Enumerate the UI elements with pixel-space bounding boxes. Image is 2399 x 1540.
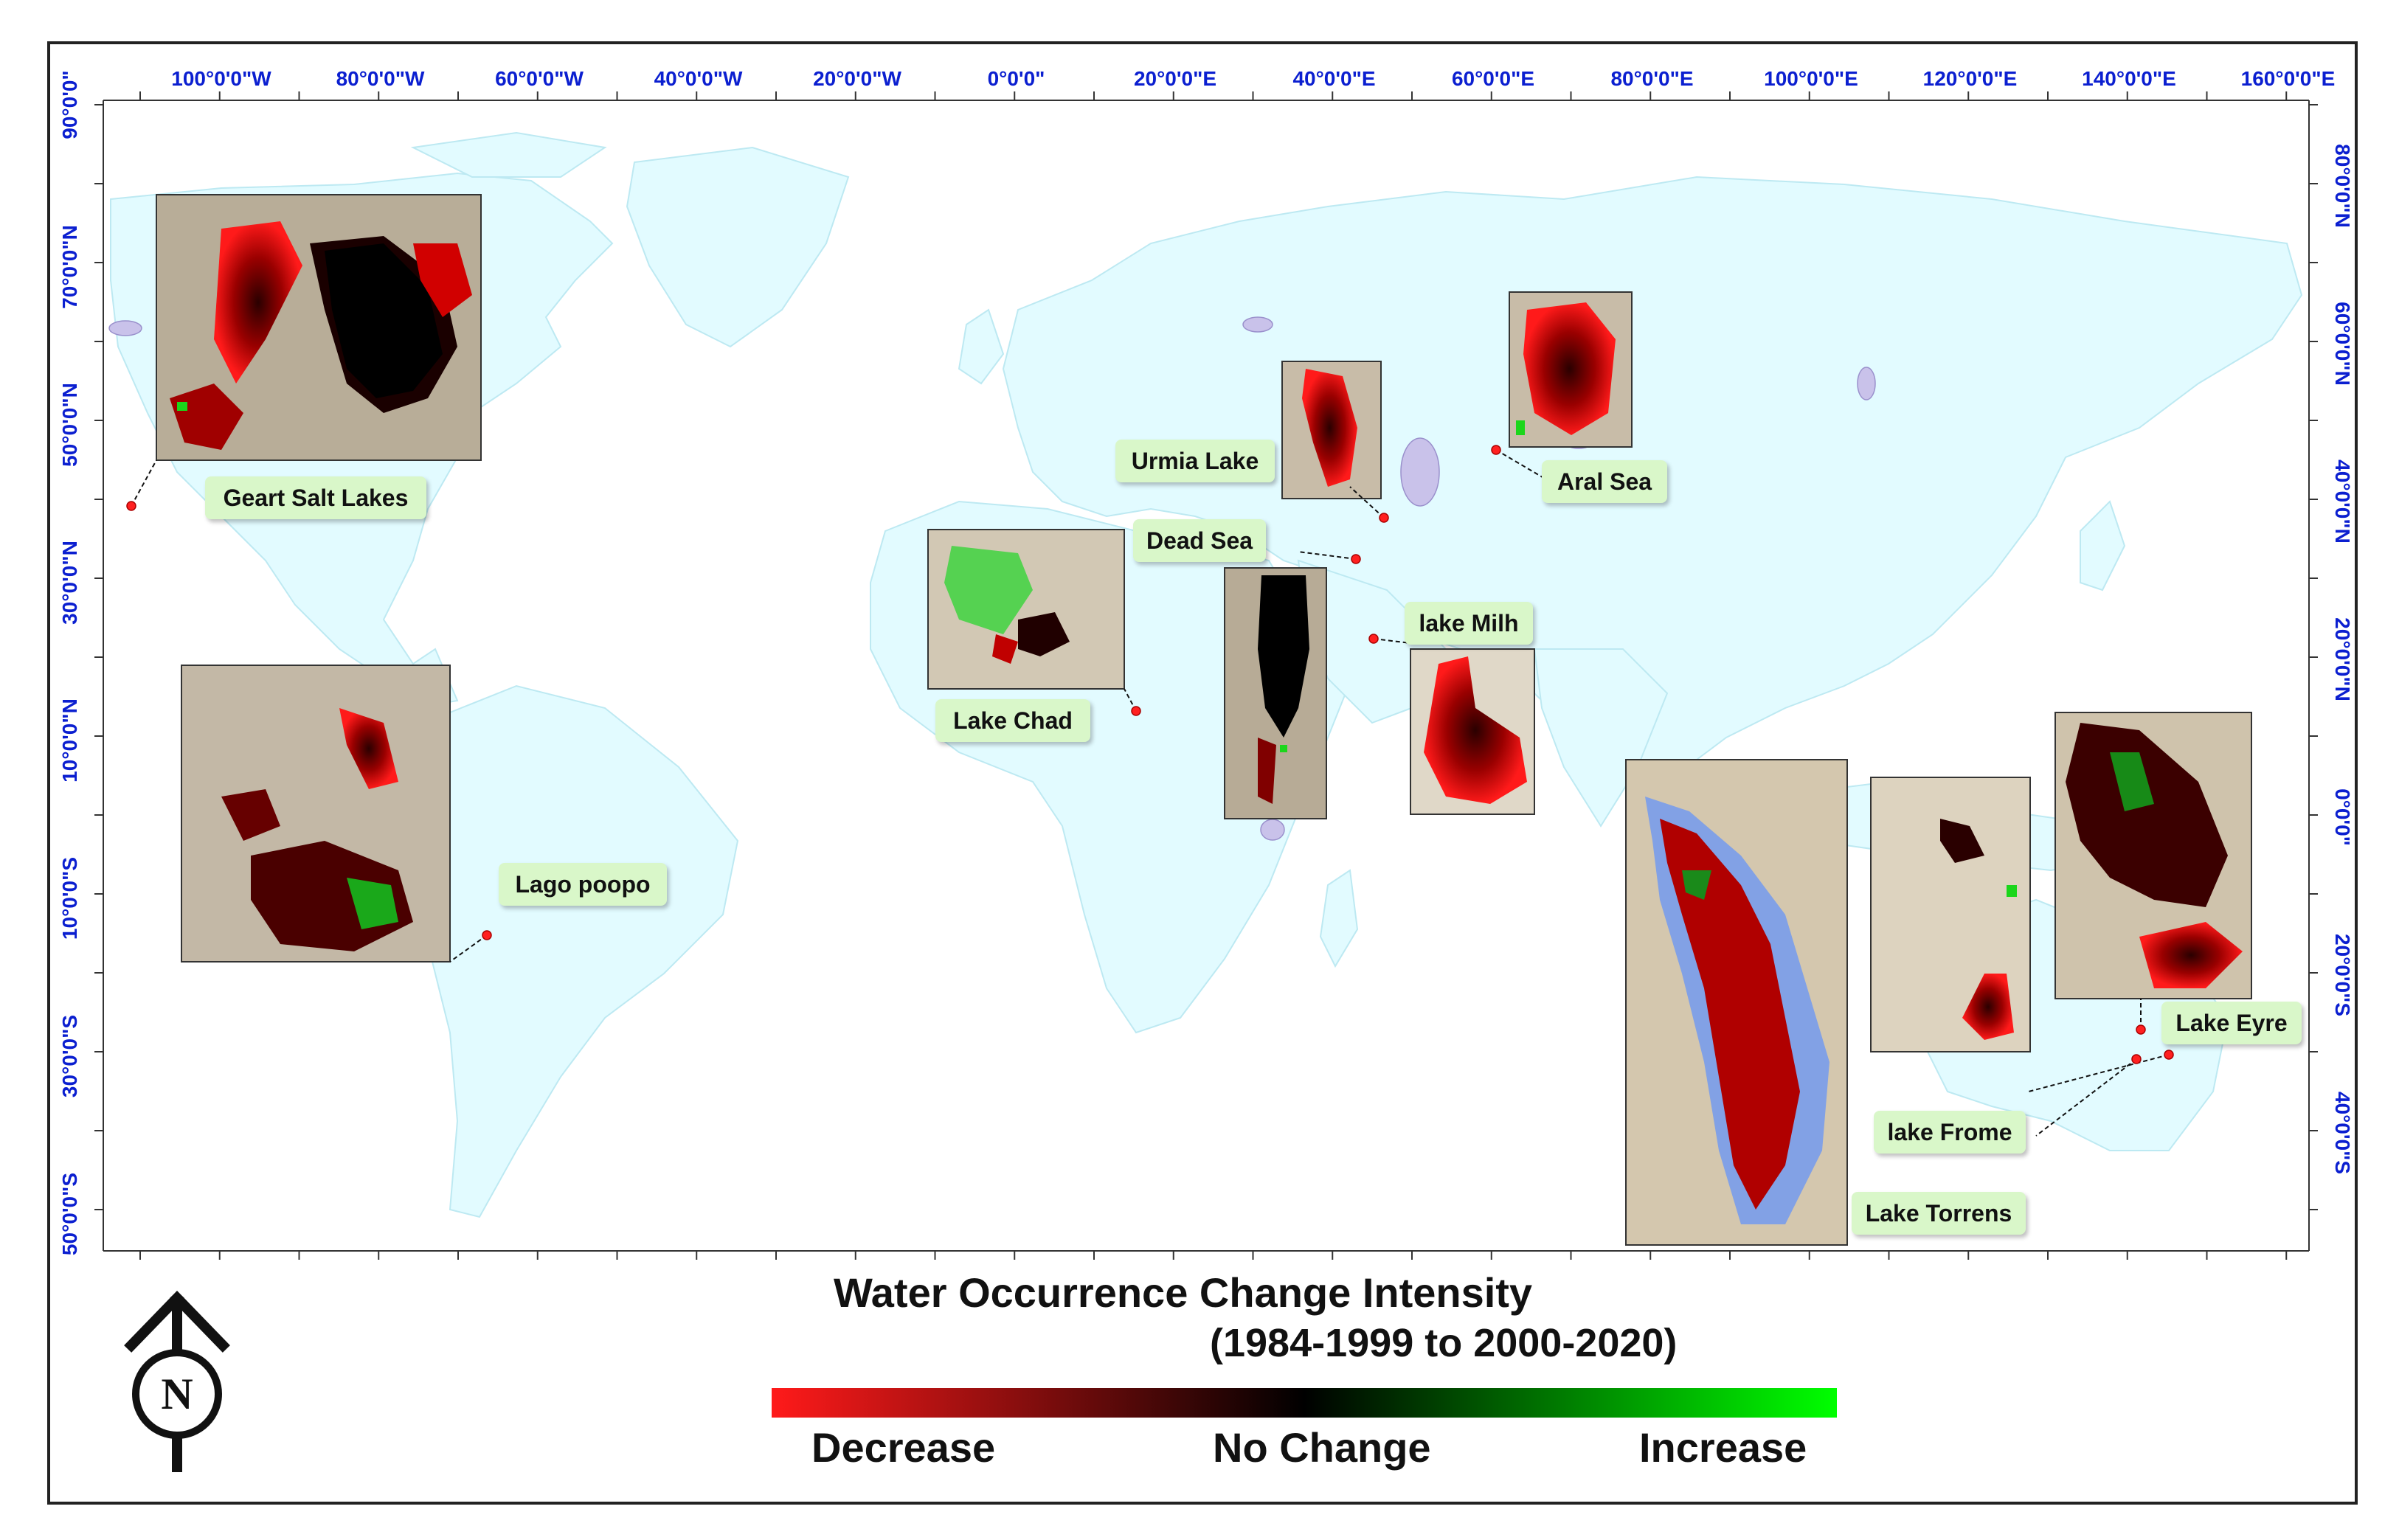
lake-baikal	[1857, 367, 1876, 400]
longitude-label: 80°0'0"E	[1610, 67, 1693, 90]
longitude-label: 160°0'0"E	[2241, 67, 2336, 90]
callout-label: Aral Sea	[1557, 468, 1652, 495]
longitude-label: 0°0'0"	[988, 67, 1045, 90]
callout-label: Urmia Lake	[1131, 447, 1259, 474]
latitude-label-right: 0°0'0"	[2331, 788, 2354, 846]
callout-label: Lake Chad	[953, 707, 1073, 734]
inset-urmia	[1281, 361, 1382, 499]
latitude-label-right: 40°0'0"N	[2331, 459, 2354, 544]
marker-lake-milh	[1368, 634, 1379, 644]
longitude-label: 140°0'0"E	[2082, 67, 2176, 90]
longitude-label: 80°0'0"W	[336, 67, 425, 90]
latitude-label-right: 20°0'0"S	[2331, 934, 2354, 1016]
inset-lago-poopo	[181, 665, 451, 962]
callout-lake-torrens: Lake Torrens	[1852, 1192, 2026, 1235]
marker-lago-poopo	[482, 930, 492, 940]
latitude-label-left: 30°0'0"N	[58, 541, 81, 625]
marker-geart-salt-lakes	[126, 501, 136, 511]
latitude-label-right: 60°0'0"N	[2331, 302, 2354, 386]
callout-label: Lake Torrens	[1865, 1199, 2012, 1227]
marker-lake-chad	[1131, 706, 1141, 716]
latitude-label-left: 50°0'0"S	[58, 1173, 81, 1255]
latitude-label-left: 70°0'0"N	[58, 225, 81, 309]
inset-lake-eyre	[2054, 712, 2252, 999]
callout-dead-sea: Dead Sea	[1133, 519, 1266, 562]
latitude-label-right: 40°0'0"S	[2331, 1092, 2354, 1174]
longitude-label: 60°0'0"W	[495, 67, 584, 90]
callout-label: lake Milh	[1419, 609, 1519, 637]
india	[1533, 648, 1669, 828]
axis-ticks	[94, 91, 2318, 1260]
longitude-label: 20°0'0"W	[813, 67, 901, 90]
longitude-label: 20°0'0"E	[1134, 67, 1216, 90]
callout-lake-milh: lake Milh	[1405, 602, 1533, 645]
latitude-label-left: 50°0'0"N	[58, 383, 81, 467]
latitude-label-right: 20°0'0"N	[2331, 617, 2354, 701]
legend-subtitle: (1984-1999 to 2000-2020)	[1210, 1321, 1678, 1365]
marker-aral-sea	[1491, 445, 1501, 455]
marker-urmia	[1379, 513, 1389, 523]
inset-aral	[1509, 291, 1633, 448]
inset-lake-chad	[927, 529, 1125, 690]
leader-lines	[131, 449, 2170, 1137]
callout-aral-sea: Aral Sea	[1542, 460, 1667, 503]
latitude-label-right: 80°0'0"N	[2331, 144, 2354, 228]
callout-label: Geart Salt Lakes	[223, 484, 409, 511]
latitude-label-left: 30°0'0"S	[58, 1015, 81, 1097]
marker-lake-frome	[2131, 1054, 2142, 1064]
callout-label: Dead Sea	[1146, 527, 1253, 554]
uk	[958, 308, 1005, 385]
legend-nochange-label: No Change	[1213, 1424, 1431, 1471]
longitude-label: 100°0'0"E	[1764, 67, 1858, 90]
callout-label: Lago poopo	[515, 870, 651, 898]
callout-lake-frome: lake Frome	[1874, 1111, 2026, 1154]
longitude-label: 40°0'0"E	[1292, 67, 1375, 90]
inset-dead-sea	[1224, 567, 1327, 819]
callout-geart-salt-lakes: Geart Salt Lakes	[205, 476, 426, 519]
inset-great-salt-lake	[156, 194, 482, 461]
latitude-label-left: 90°0'0"	[58, 70, 81, 139]
madagascar	[1319, 869, 1359, 968]
north-arrow-icon: N	[124, 1291, 230, 1472]
arctic-islands	[410, 131, 607, 178]
marker-lake-torrens	[2136, 1024, 2146, 1035]
latitude-label-left: 10°0'0"S	[58, 857, 81, 940]
inset-lake-milh	[1410, 648, 1535, 815]
callout-urmia-lake: Urmia Lake	[1115, 440, 1275, 482]
marker-dead-sea	[1351, 554, 1361, 564]
inset-lake-torrens	[1625, 759, 1848, 1246]
legend-increase-label: Increase	[1639, 1424, 1807, 1471]
latitude-label-left: 10°0'0"N	[58, 698, 81, 783]
inset-images	[156, 194, 2252, 1246]
marker-lake-eyre	[2164, 1050, 2174, 1060]
longitude-label: 40°0'0"W	[654, 67, 743, 90]
map-frame	[47, 41, 2358, 1505]
callout-label: lake Frome	[1887, 1118, 2012, 1145]
greenland	[626, 146, 850, 348]
lake-markers	[126, 445, 2174, 1064]
longitude-label: 120°0'0"E	[1923, 67, 2018, 90]
longitude-label: 60°0'0"E	[1452, 67, 1534, 90]
legend-color-ramp	[772, 1388, 1837, 1418]
callout-lake-eyre: Lake Eyre	[2161, 1002, 2302, 1044]
lake-victoria	[1260, 819, 1285, 841]
north-canada-lakes	[108, 320, 142, 336]
legend-title: Water Occurrence Change Intensity	[834, 1269, 1533, 1316]
callout-label: Lake Eyre	[2175, 1009, 2288, 1036]
legend-decrease-label: Decrease	[811, 1424, 996, 1471]
axis-labels: 100°0'0"W 80°0'0"W 60°0'0"W 40°0'0"W 20°0'0"…	[58, 67, 2354, 1255]
inset-lake-frome	[1870, 777, 2031, 1052]
callout-lake-chad: Lake Chad	[935, 699, 1090, 742]
callout-lago-poopo: Lago poopo	[499, 863, 667, 906]
ladoga	[1242, 316, 1273, 333]
north-arrow-letter: N	[161, 1370, 193, 1418]
japan	[2080, 500, 2126, 592]
longitude-label: 100°0'0"W	[171, 67, 271, 90]
caspian-sea	[1400, 437, 1440, 507]
